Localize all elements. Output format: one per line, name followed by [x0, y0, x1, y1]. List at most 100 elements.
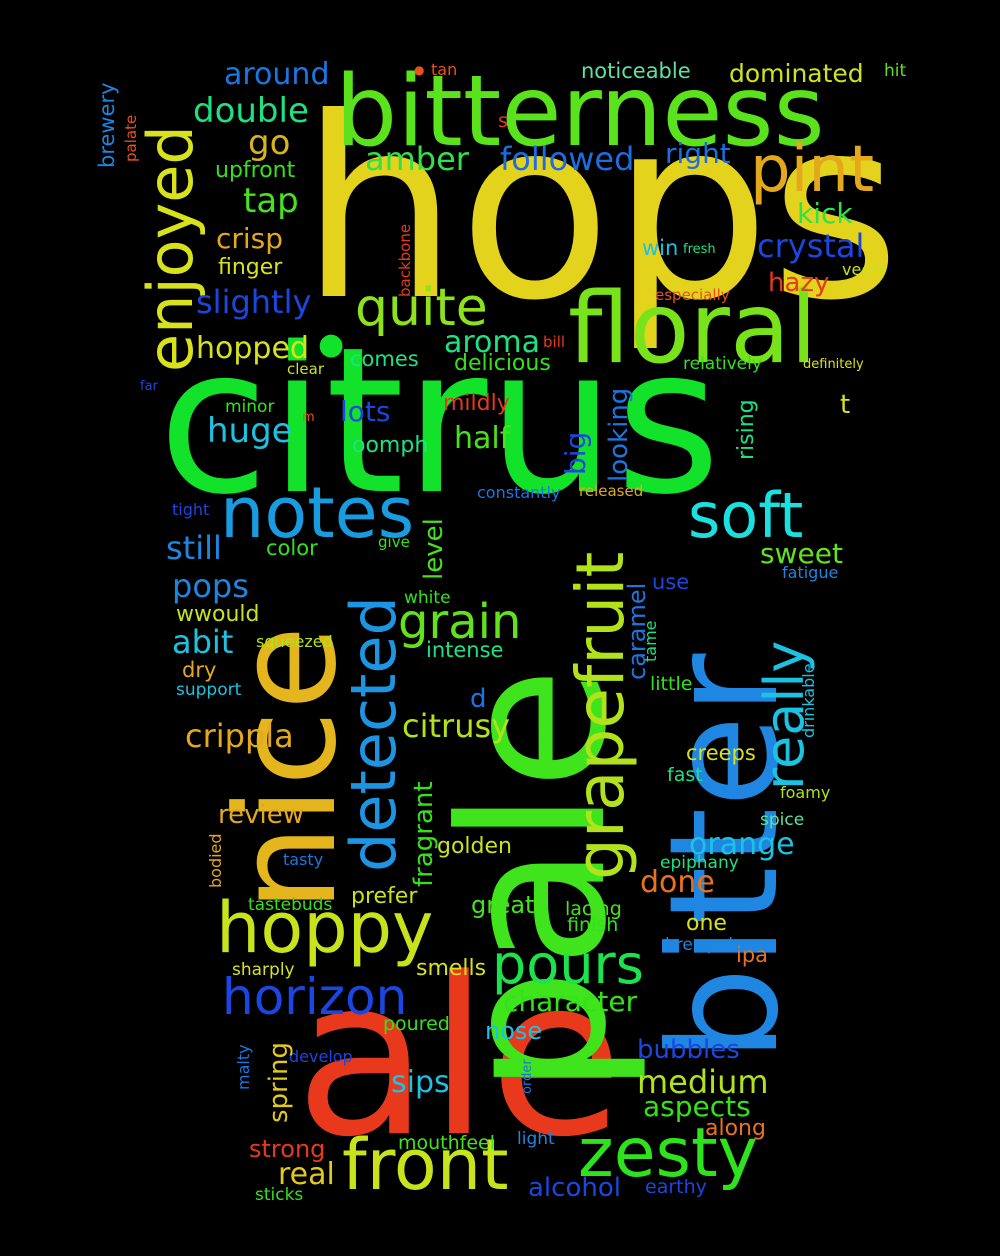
word-amber: amber	[365, 140, 469, 178]
word-sticks: sticks	[255, 1185, 304, 1205]
word-far: far	[140, 379, 158, 394]
word-upfront: upfront	[215, 158, 296, 183]
word-ipa: ipa	[736, 943, 769, 967]
word-alcohol: alcohol	[528, 1173, 621, 1203]
word-constantly: constantly	[477, 483, 561, 502]
word-one: one	[686, 911, 727, 936]
word-s: s	[498, 110, 508, 132]
word-zesty: zesty	[578, 1114, 758, 1193]
word-citrusy: citrusy	[402, 707, 511, 745]
word-character: character	[503, 985, 638, 1018]
word-mildly: mildly	[443, 391, 510, 416]
word-dry: dry	[182, 658, 217, 682]
word-poured: poured	[383, 1013, 450, 1035]
word-double: double	[193, 91, 309, 131]
word-fresh: fresh	[683, 242, 716, 257]
word-soft: soft	[688, 479, 804, 552]
word-wwould: wwould	[176, 602, 260, 627]
word-still: still	[166, 529, 222, 567]
word-veery: veery	[842, 260, 888, 279]
word-sharply: sharply	[232, 960, 295, 980]
word-nose: nose	[485, 1017, 543, 1045]
word-smells: smells	[416, 956, 487, 981]
word-use: use	[652, 570, 690, 594]
word-hazy: hazy	[768, 268, 830, 298]
word-white: white	[404, 588, 451, 608]
word-quite: quite	[355, 278, 488, 338]
word-notes: notes	[220, 472, 415, 554]
word-spice: spice	[760, 810, 805, 830]
word-malty: malty	[234, 1044, 253, 1090]
word-lacing: lacing	[565, 898, 622, 920]
word-tame: tame	[641, 620, 660, 662]
word-right: right	[665, 137, 731, 170]
word-backbone: backbone	[396, 223, 414, 297]
word-detected: detected	[337, 596, 410, 872]
word-bubbles: bubbles	[637, 1035, 740, 1065]
word-crystal: crystal	[757, 227, 865, 265]
word-win: win	[642, 236, 679, 260]
word-golden: golden	[437, 834, 512, 859]
word-floral: floral	[568, 272, 818, 386]
word-pops: pops	[172, 567, 249, 605]
word-looking: looking	[604, 387, 634, 482]
word-develop: develop	[289, 1047, 353, 1066]
word-nice: nice	[206, 625, 367, 912]
word-huge: huge	[207, 411, 293, 451]
word-hopped: hopped	[196, 331, 309, 366]
word-relatively: relatively	[683, 354, 762, 374]
word-spring: spring	[264, 1042, 294, 1123]
word-dot-1: ●	[318, 327, 345, 362]
word-abit: abit	[172, 623, 234, 661]
word-earthy: earthy	[645, 1176, 707, 1198]
word-oomph: oomph	[352, 433, 429, 458]
word-finger: finger	[218, 255, 283, 280]
word-hops: hops	[300, 64, 901, 355]
word-great: great	[471, 891, 535, 919]
word-lots: lots	[340, 395, 391, 428]
word-medium: medium	[637, 1063, 769, 1101]
word-little: little	[650, 673, 693, 695]
word-tastebuds: tastebuds	[248, 895, 333, 915]
word-clear: clear	[287, 360, 325, 378]
word-tan: tan	[431, 60, 458, 79]
word-big: big	[559, 431, 592, 475]
word-rising: rising	[734, 399, 759, 460]
word-kick: kick	[797, 197, 853, 230]
word-bodied: bodied	[206, 833, 225, 888]
word-fragrant: fragrant	[409, 781, 439, 887]
word-dot-2: ●	[414, 63, 425, 77]
word-dominated: dominated	[729, 59, 864, 88]
word-strong: strong	[249, 1135, 326, 1163]
word-foamy: foamy	[780, 783, 831, 802]
word-crippla: crippla	[185, 717, 294, 755]
word-real: real	[278, 1157, 335, 1192]
word-fatigue: fatigue	[782, 563, 839, 582]
word-t: t	[840, 390, 851, 420]
word-horizon: horizon	[222, 968, 408, 1026]
word-pint: pint	[750, 133, 875, 207]
word-bitterness: bitterness	[335, 55, 825, 169]
word-review: review	[218, 800, 304, 830]
word-ale: ale	[295, 932, 624, 1185]
word-order: order	[520, 1059, 535, 1094]
word-d: d	[470, 684, 487, 714]
word-comes: comes	[350, 347, 419, 371]
word-sweet: sweet	[760, 537, 843, 570]
word-creeps: creeps	[686, 741, 756, 765]
word-color: color	[266, 536, 318, 560]
word-definitely: definitely	[803, 357, 864, 372]
word-intense: intense	[426, 638, 504, 662]
word-tight: tight	[172, 500, 210, 519]
word-brewery: brewery	[95, 82, 119, 168]
word-support: support	[176, 680, 242, 700]
word-enjoyed: enjoyed	[134, 125, 207, 372]
word-palate: palate	[122, 114, 140, 162]
word-orange: orange	[689, 827, 795, 862]
word-mouthfeel: mouthfeel	[398, 1132, 496, 1154]
word-fast: fast	[667, 764, 703, 786]
word-followed: followed	[500, 140, 635, 178]
word-released: released	[579, 482, 644, 500]
word-hit: hit	[884, 61, 907, 81]
word-give: give	[378, 533, 410, 551]
